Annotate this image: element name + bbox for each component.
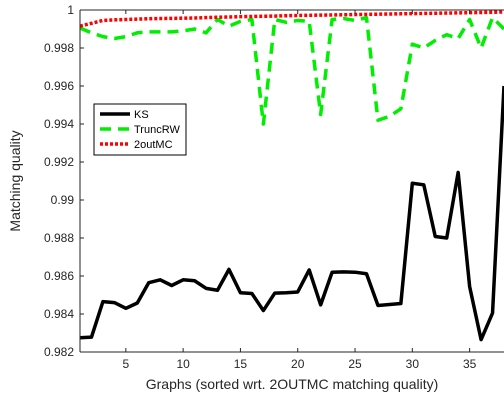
legend-label-truncrw: TruncRW	[134, 124, 180, 136]
axes-layer: 5 10 15 20 25 30 35 0.982 0.984 0.986 0.988 0.99 0.9…	[44, 3, 504, 371]
y-tick-label: 0.996	[44, 79, 74, 93]
y-tick-label: 0.982	[44, 345, 74, 359]
legend: KS TruncRW 2outMC	[93, 103, 187, 156]
y-tick-label: 0.994	[44, 117, 74, 131]
legend-label-ks: KS	[134, 109, 149, 121]
x-tick-label: 10	[176, 357, 190, 371]
x-axis-label: Graphs (sorted wrt. 2OUTMC matching qual…	[146, 376, 439, 392]
plot-area	[80, 10, 504, 352]
series-line-truncrw	[79, 15, 504, 126]
series-layer	[79, 10, 504, 342]
series-line-2outmc	[79, 10, 504, 28]
series-line-ks	[79, 85, 504, 342]
y-tick-label: 0.984	[44, 307, 74, 321]
x-tick-label: 5	[122, 357, 129, 371]
y-tick-label: 0.992	[44, 155, 74, 169]
y-tick-label: 1	[67, 3, 74, 17]
y-tick-label: 0.986	[44, 269, 74, 283]
legend-label-2outmc: 2outMC	[134, 139, 173, 151]
y-tick-label: 0.998	[44, 41, 74, 55]
x-tick-label: 25	[348, 357, 362, 371]
x-tick-label: 15	[234, 357, 248, 371]
y-tick-label: 0.988	[44, 231, 74, 245]
x-tick-label: 30	[406, 357, 420, 371]
y-axis-label: Matching quality	[7, 130, 23, 231]
y-tick-label: 0.99	[51, 193, 75, 207]
x-tick-label: 35	[463, 357, 477, 371]
x-tick-label: 20	[291, 357, 305, 371]
